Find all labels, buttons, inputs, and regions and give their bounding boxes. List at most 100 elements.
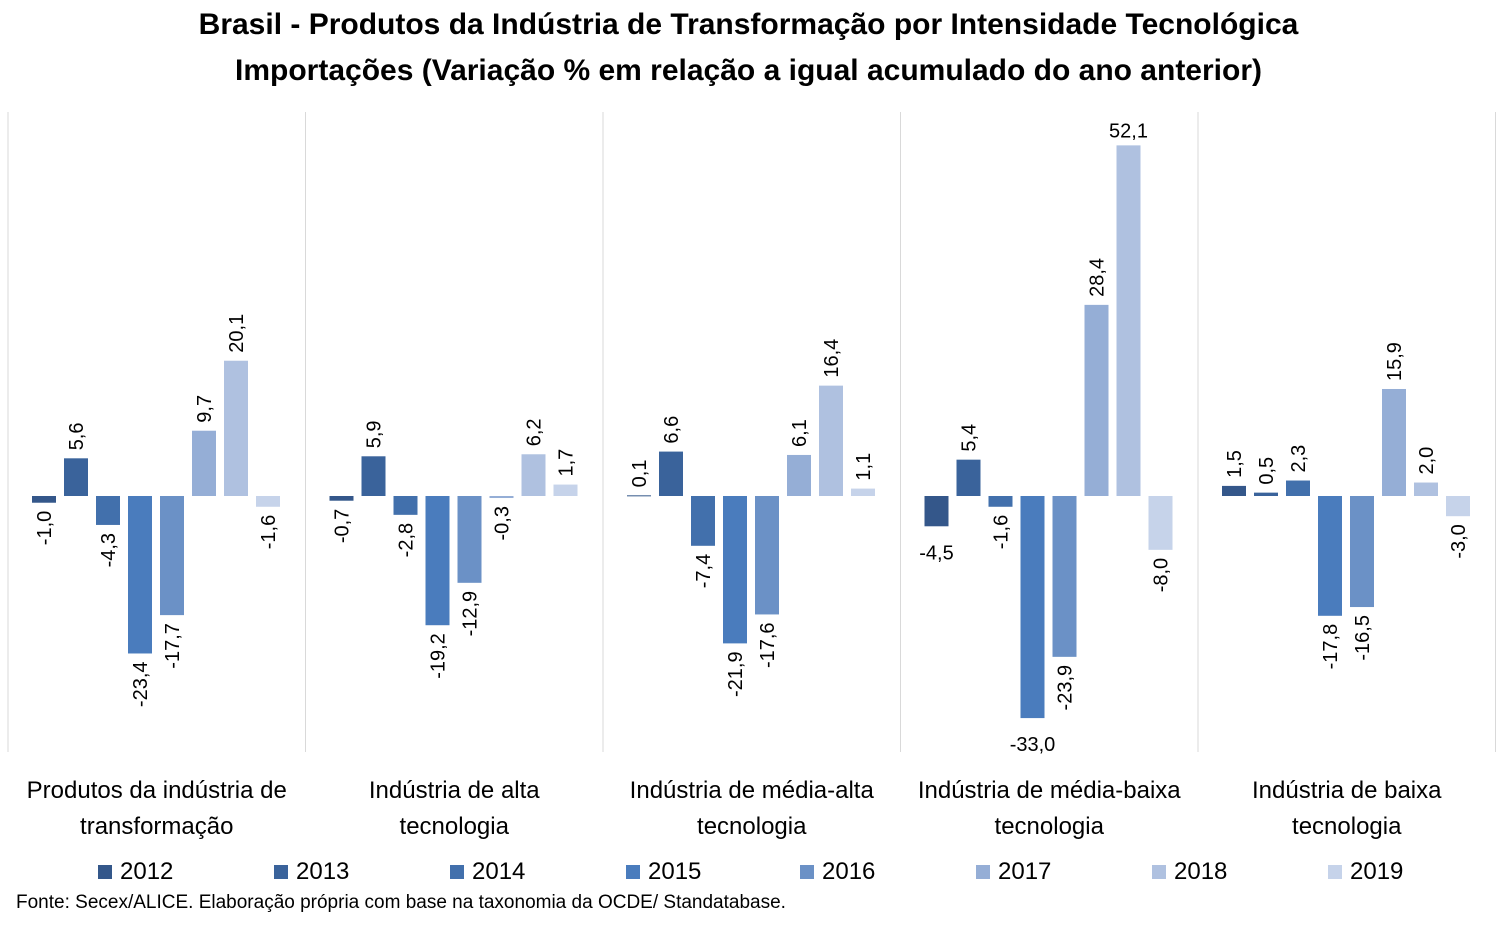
value-label: 5,4: [959, 424, 981, 452]
bar-2016-group-3: [755, 496, 779, 615]
value-label: -17,8: [1320, 624, 1342, 670]
value-label: 16,4: [821, 339, 843, 378]
value-label: -4,3: [98, 533, 120, 567]
chart-title-line-1: Brasil - Produtos da Indústria de Transf…: [198, 8, 1299, 41]
bar-2019-group-5: [1446, 496, 1470, 517]
value-label: -23,9: [1055, 665, 1077, 711]
legend-item-2013: 2013: [274, 855, 349, 889]
value-label: -8,0: [1151, 558, 1173, 592]
bar-2012-group-2: [329, 496, 354, 501]
value-label: -12,9: [460, 591, 482, 637]
legend-swatch: [1328, 865, 1342, 879]
legend-swatch: [976, 865, 990, 879]
bar-2014-group-5: [1286, 480, 1310, 496]
value-label: -1,0: [34, 511, 56, 545]
bar-2014-group-3: [691, 496, 715, 546]
value-label: 9,7: [194, 395, 216, 423]
value-label: 0,5: [1256, 457, 1278, 485]
value-label: -21,9: [725, 651, 747, 697]
value-label: -7,4: [693, 554, 715, 588]
bar-2019-group-4: [1148, 496, 1173, 550]
value-label: 1,7: [556, 449, 578, 477]
value-label: 2,3: [1288, 445, 1310, 473]
value-label: 5,9: [364, 420, 386, 448]
bar-2016-group-4: [1052, 496, 1077, 657]
bar-2017-group-1: [192, 430, 216, 496]
legend-label: 2017: [998, 858, 1052, 885]
bar-2016-group-5: [1350, 496, 1374, 608]
bar-2012-group-4: [924, 496, 949, 527]
value-label: 2,0: [1416, 447, 1438, 475]
legend-item-2018: 2018: [1152, 855, 1227, 889]
bar-2013-group-3: [659, 451, 683, 496]
value-label: 6,1: [789, 419, 811, 447]
value-label: -1,6: [991, 515, 1013, 549]
bar-2013-group-2: [361, 456, 386, 496]
value-label: 52,1: [1109, 120, 1148, 142]
legend-label: 2019: [1350, 858, 1404, 885]
category-label: tecnologia: [1292, 813, 1402, 840]
bar-2012-group-5: [1222, 485, 1246, 496]
value-label: 1,5: [1224, 450, 1246, 478]
bar-chart: -1,0 5,6 -4,3 -23,4 -17,7 9,7 20,1 -1,6 Produtos…: [7, 112, 1496, 840]
value-label: 28,4: [1087, 258, 1109, 297]
bar-2018-group-4: [1116, 145, 1141, 496]
legend-item-2016: 2016: [800, 855, 875, 889]
bar-2019-group-1: [256, 496, 280, 507]
bar-2018-group-5: [1414, 482, 1438, 496]
value-label: -19,2: [428, 633, 450, 679]
category-label: tecnologia: [697, 813, 807, 840]
value-label: -0,3: [492, 506, 514, 540]
bar-2015-group-1: [128, 496, 152, 654]
bar-2019-group-3: [851, 488, 875, 496]
bar-2012-group-1: [32, 496, 56, 503]
source-note: Fonte: Secex/ALICE. Elaboração própria c…: [16, 892, 786, 913]
value-label: 15,9: [1384, 342, 1406, 381]
bar-2018-group-2: [521, 454, 546, 496]
value-label: -23,4: [130, 661, 152, 707]
category-label: Indústria de média-baixa: [918, 777, 1181, 804]
legend-swatch: [450, 865, 464, 879]
bar-2013-group-4: [956, 459, 981, 496]
legend-item-2019: 2019: [1328, 855, 1403, 889]
bar-2018-group-1: [224, 360, 248, 496]
legend-label: 2016: [822, 858, 876, 885]
value-label: -33,0: [1010, 734, 1056, 756]
legend-swatch: [1152, 865, 1166, 879]
value-label: -17,6: [757, 622, 779, 668]
bar-2017-group-5: [1382, 388, 1406, 496]
bar-2015-group-2: [425, 496, 450, 626]
bar-2017-group-2: [489, 496, 514, 499]
bar-2017-group-4: [1084, 304, 1109, 496]
legend-swatch: [626, 865, 640, 879]
value-label: -3,0: [1448, 524, 1470, 558]
bar-2016-group-2: [457, 496, 482, 583]
value-label: 1,1: [853, 453, 875, 481]
value-label: -2,8: [396, 523, 418, 557]
value-label: -0,7: [332, 509, 354, 543]
chart-legend: 2012 2013 2014 2015 2016 2017 2018 2019: [0, 855, 1497, 889]
value-label: 0,1: [629, 460, 651, 488]
category-label: tecnologia: [995, 813, 1105, 840]
bar-2014-group-1: [96, 496, 120, 525]
bar-2013-group-5: [1254, 492, 1278, 496]
bar-2013-group-1: [64, 458, 88, 496]
bar-2017-group-3: [787, 454, 811, 496]
bar-2016-group-1: [160, 496, 184, 616]
legend-item-2015: 2015: [626, 855, 701, 889]
legend-label: 2013: [296, 858, 350, 885]
bar-2019-group-2: [553, 484, 578, 496]
chart-title-line-2: Importações (Variação % em relação a igu…: [235, 54, 1262, 87]
category-label: Indústria de baixa: [1252, 777, 1442, 804]
value-label: 5,6: [66, 422, 88, 450]
legend-label: 2012: [120, 858, 174, 885]
legend-label: 2014: [472, 858, 526, 885]
value-label: -4,5: [919, 542, 953, 564]
value-label: -17,7: [162, 623, 184, 669]
legend-item-2017: 2017: [976, 855, 1051, 889]
bar-2014-group-4: [988, 496, 1013, 507]
legend-item-2012: 2012: [98, 855, 173, 889]
bar-2012-group-3: [627, 495, 651, 497]
legend-swatch: [98, 865, 112, 879]
bar-2018-group-3: [819, 385, 843, 496]
